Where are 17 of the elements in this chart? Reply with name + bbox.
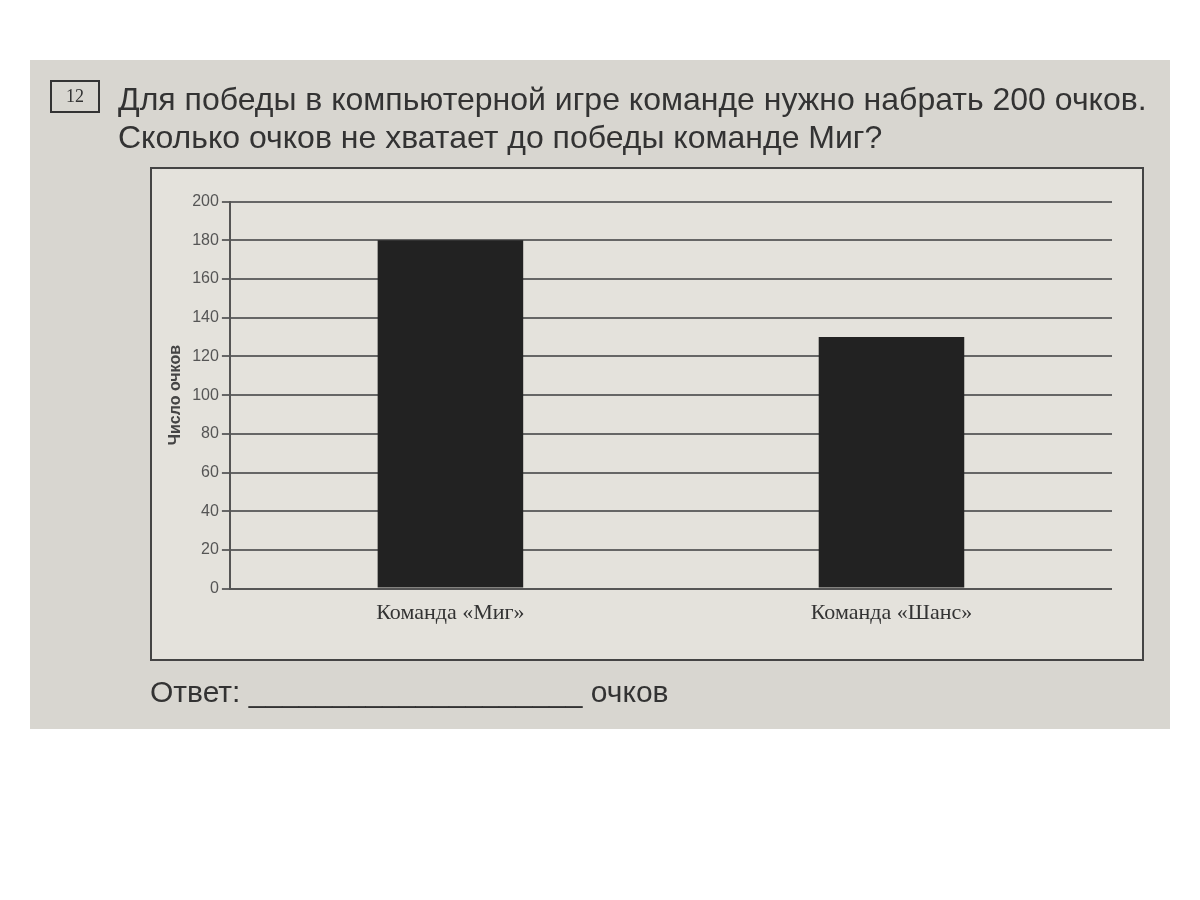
y-tick-label: 140	[192, 307, 219, 325]
chart-title: Для победы в компьютерной игре команде нужно набрать 200 очков. Сколько очков не хватает до победы команде Миг?	[118, 80, 1148, 157]
y-tick-label: 0	[209, 578, 219, 596]
text: 12	[50, 80, 100, 113]
y-tick-label: 180	[192, 230, 219, 248]
y-tick-label: 200	[192, 191, 219, 209]
y-tick-label: 80	[201, 423, 219, 441]
y-axis-title: Число очков	[166, 344, 184, 445]
y-tick-label: 20	[201, 540, 219, 558]
y-tick-label: 120	[192, 346, 219, 364]
x-tick-label: Команда «Шанс»	[810, 598, 973, 624]
y-tick-label: 40	[201, 501, 219, 519]
y-tick-label: 60	[201, 462, 219, 480]
y-tick-label: 100	[192, 385, 219, 403]
text: Ответ: ____________________ очков	[150, 674, 670, 709]
y-tick-label: 160	[192, 269, 219, 287]
x-tick-label: Команда «Миг»	[376, 598, 525, 624]
